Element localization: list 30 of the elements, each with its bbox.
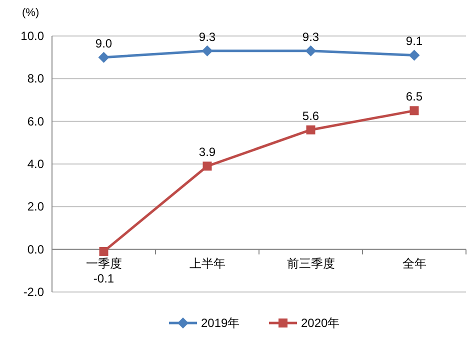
y-tick-label: -2.0 bbox=[23, 285, 44, 299]
point bbox=[202, 45, 213, 56]
point bbox=[99, 246, 108, 256]
data-label: 9.1 bbox=[406, 34, 423, 48]
y-tick-label: 2.0 bbox=[27, 200, 44, 214]
legend-label: 2019年 bbox=[201, 316, 240, 330]
point bbox=[306, 125, 316, 134]
point bbox=[98, 52, 110, 63]
y-axis-title: (%) bbox=[22, 7, 40, 19]
x-tick-label: 上半年 bbox=[189, 256, 226, 270]
y-tick-label: 10.0 bbox=[20, 29, 44, 43]
legend-label: 2020年 bbox=[301, 316, 340, 330]
y-tick-label: 8.0 bbox=[27, 72, 44, 86]
point bbox=[410, 106, 419, 116]
data-label: 9.3 bbox=[302, 30, 320, 44]
data-label: -0.1 bbox=[93, 271, 114, 286]
point bbox=[305, 45, 316, 56]
x-tick-label: 前三季度 bbox=[286, 256, 335, 270]
y-tick-label: 4.0 bbox=[27, 157, 44, 171]
data-label: 6.5 bbox=[406, 90, 423, 104]
data-label: 5.6 bbox=[302, 108, 320, 123]
point bbox=[202, 162, 212, 171]
y-tick-label: 0.0 bbox=[27, 242, 44, 256]
data-label: 9.0 bbox=[95, 36, 112, 50]
x-tick-label: 全年 bbox=[402, 256, 426, 270]
y-tick-label: 6.0 bbox=[27, 114, 44, 128]
data-label: 9.3 bbox=[198, 30, 216, 44]
data-label: 3.9 bbox=[198, 145, 216, 160]
point bbox=[408, 50, 420, 61]
x-tick-label: 一季度 bbox=[86, 256, 122, 270]
